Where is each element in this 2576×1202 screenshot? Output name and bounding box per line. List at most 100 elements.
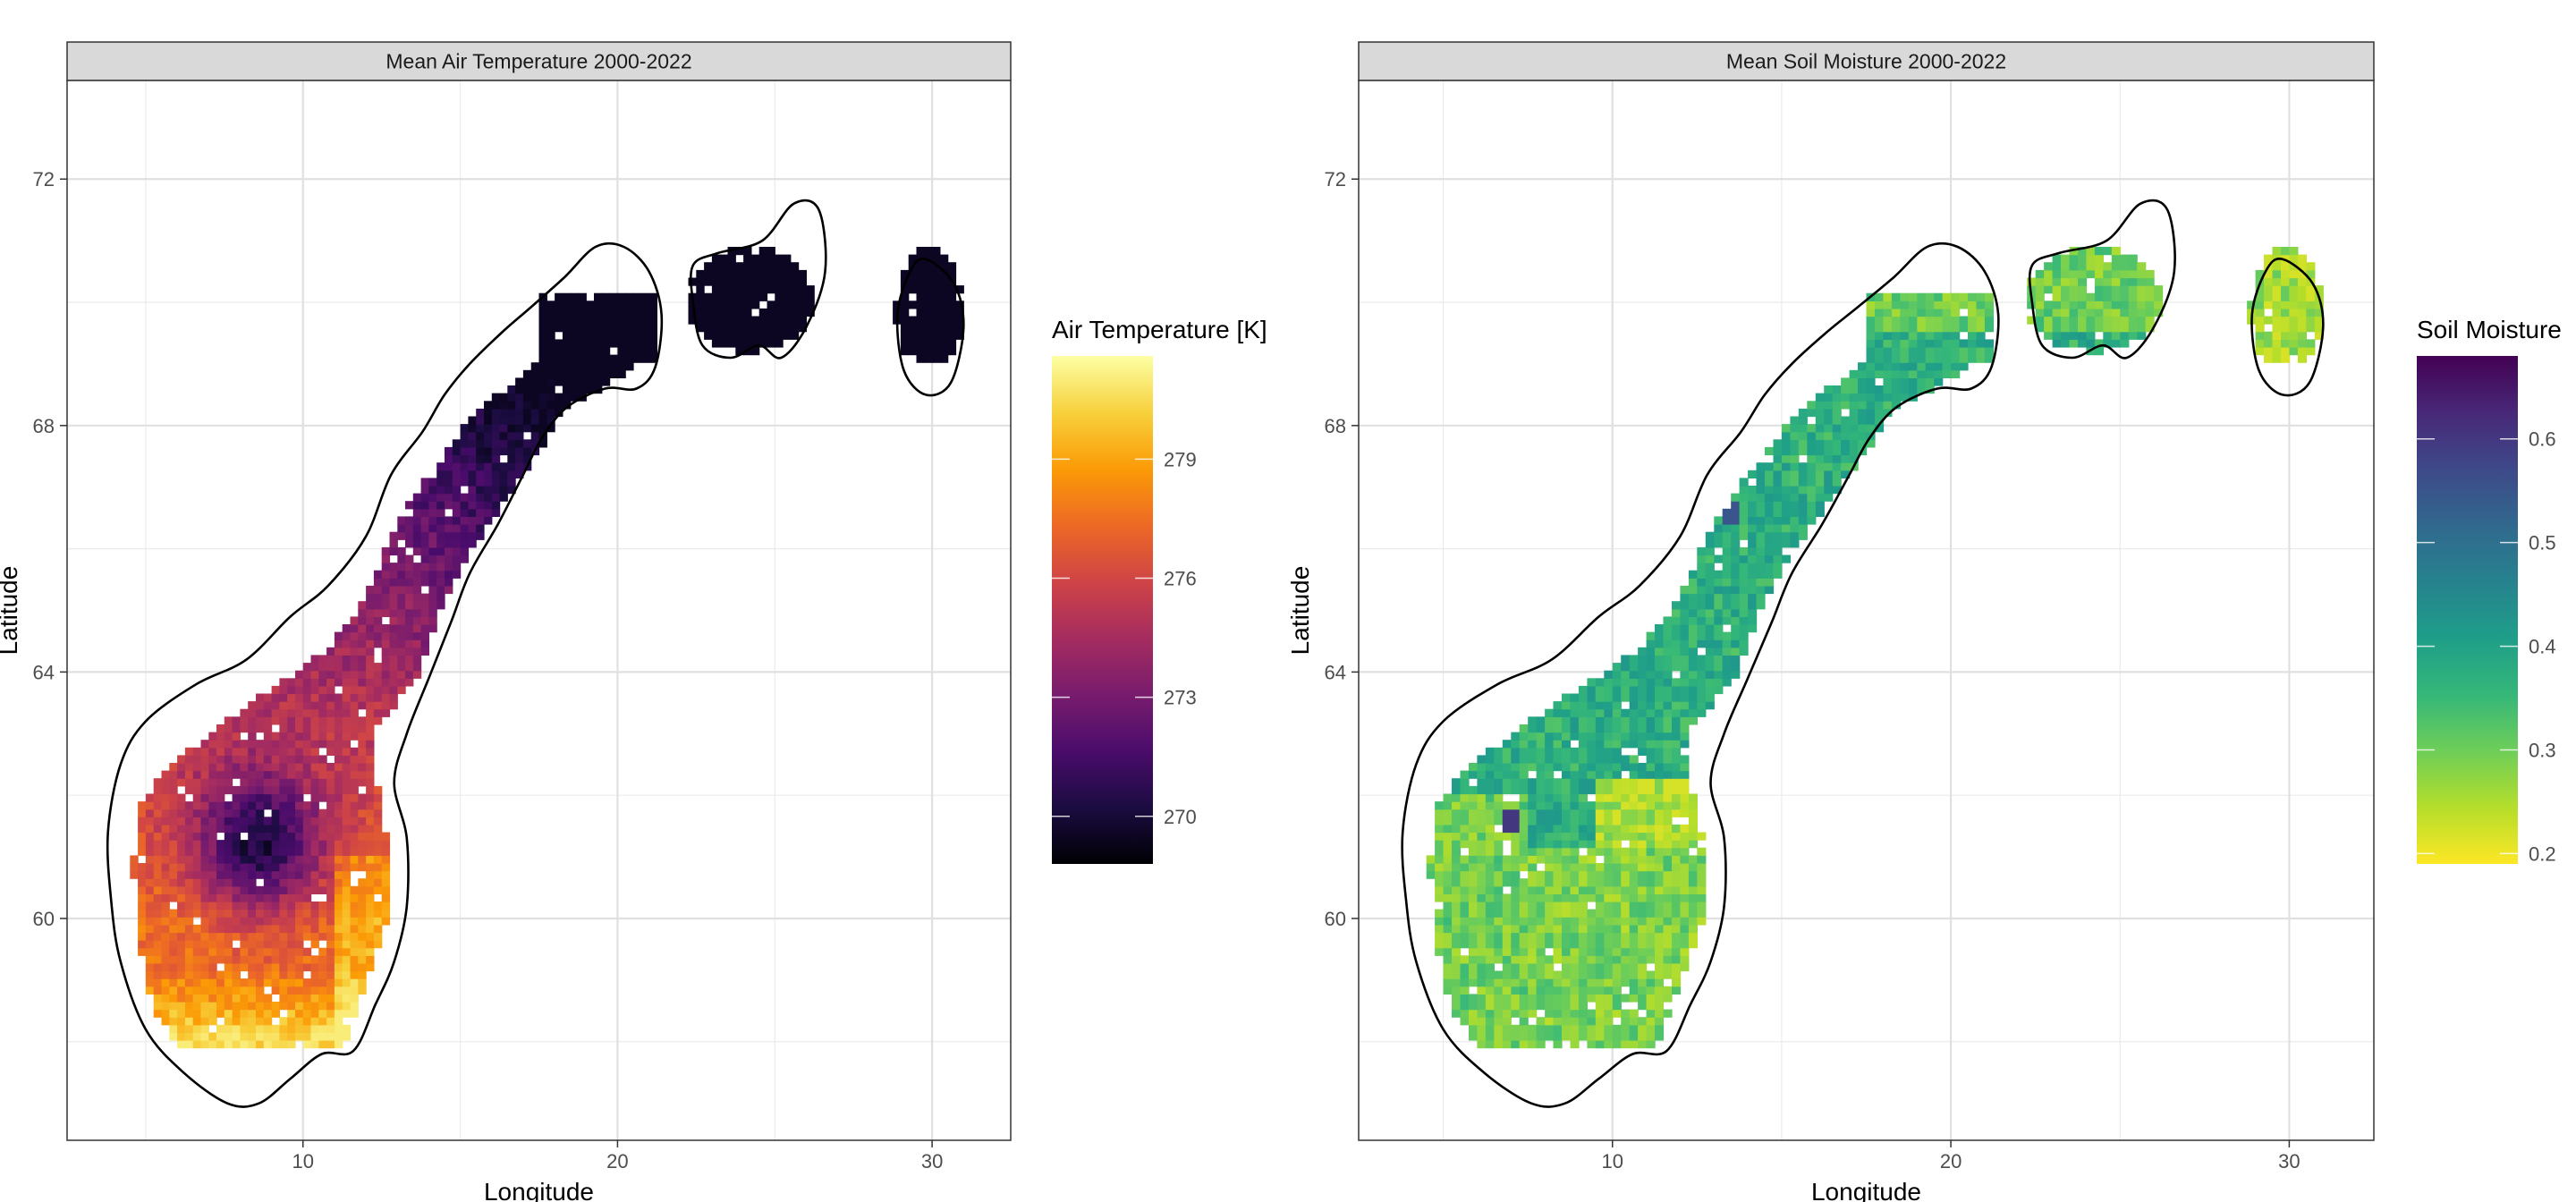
raster-cell: [334, 716, 343, 725]
raster-cell: [499, 416, 508, 425]
raster-cell: [735, 331, 744, 340]
raster-cell: [955, 324, 964, 333]
raster-cell: [192, 924, 202, 934]
raster-cell: [1494, 870, 1504, 879]
raster-cell: [1646, 955, 1656, 964]
raster-cell: [1781, 508, 1791, 517]
raster-cell: [2306, 308, 2316, 317]
y-tick-label: 72: [33, 168, 55, 190]
raster-cell: [295, 824, 304, 834]
raster-cell: [208, 1032, 217, 1041]
raster-cell: [318, 793, 327, 802]
raster-cell: [648, 339, 657, 348]
raster-cell: [350, 655, 359, 664]
raster-cell: [1655, 1017, 1665, 1026]
raster-cell: [153, 893, 163, 902]
raster-cell: [625, 292, 634, 301]
raster-cell: [224, 878, 233, 887]
raster-cell: [750, 347, 760, 356]
raster-cell: [783, 324, 792, 333]
raster-cell: [1714, 639, 1724, 648]
raster-cell: [1536, 808, 1546, 817]
raster-cell: [1604, 670, 1614, 679]
raster-cell: [530, 393, 540, 402]
raster-cell: [468, 493, 477, 502]
raster-cell: [1485, 817, 1495, 825]
raster-cell: [538, 316, 547, 325]
raster-cell: [256, 693, 265, 702]
raster-cell: [1553, 793, 1563, 802]
raster-cell: [1849, 454, 1859, 463]
raster-cell: [790, 324, 800, 333]
raster-cell: [1528, 732, 1538, 741]
raster-cell: [719, 262, 729, 271]
raster-cell: [1536, 724, 1546, 733]
raster-cell: [1578, 685, 1588, 695]
panel-strip: [1358, 41, 2375, 81]
raster-cell: [727, 292, 736, 301]
raster-cell: [1697, 608, 1707, 617]
raster-cell: [1731, 531, 1741, 540]
raster-cell: [1688, 655, 1698, 664]
raster-cell: [153, 885, 163, 894]
y-axis-label: Latitude: [0, 566, 22, 656]
x-tick-label: 20: [606, 1150, 628, 1172]
raster-cell: [184, 878, 194, 887]
raster-cell: [1832, 408, 1842, 418]
raster-cell: [2120, 324, 2130, 333]
raster-cell: [184, 1002, 194, 1011]
raster-cell: [648, 300, 657, 309]
raster-cell: [1722, 593, 1732, 602]
raster-cell: [279, 902, 288, 910]
raster-cell: [1511, 732, 1521, 741]
raster-cell: [366, 840, 375, 849]
raster-cell: [578, 347, 587, 356]
raster-cell: [1951, 308, 1961, 317]
raster-cell: [192, 978, 202, 987]
raster-cell: [1595, 785, 1605, 795]
raster-cell: [1832, 393, 1842, 402]
raster-cell: [1798, 524, 1808, 533]
raster-cell: [1722, 516, 1732, 525]
raster-cell: [326, 708, 335, 717]
raster-cell: [1875, 354, 1885, 363]
raster-cell: [1435, 832, 1445, 841]
raster-cell: [1891, 347, 1901, 356]
raster-cell: [758, 285, 768, 294]
raster-cell: [350, 616, 359, 625]
raster-cell: [1553, 778, 1563, 787]
raster-cell: [1587, 693, 1597, 702]
raster-cell: [1587, 732, 1597, 741]
raster-cell: [460, 454, 469, 463]
raster-cell: [767, 339, 775, 348]
raster-cell: [1672, 940, 1682, 949]
raster-cell: [397, 616, 406, 625]
raster-cell: [758, 308, 768, 317]
raster-cell: [1638, 693, 1648, 702]
raster-cell: [342, 878, 352, 887]
raster-cell: [412, 508, 422, 517]
raster-cell: [1494, 1032, 1504, 1041]
raster-cell: [1443, 924, 1453, 934]
raster-cell: [2314, 308, 2324, 317]
raster-cell: [648, 324, 657, 333]
raster-cell: [2264, 339, 2274, 348]
raster-cell: [310, 1017, 319, 1026]
raster-cell: [1663, 840, 1673, 849]
raster-cell: [735, 316, 744, 325]
raster-cell: [342, 955, 352, 964]
raster-cell: [334, 994, 343, 1003]
raster-cell: [1688, 578, 1698, 587]
raster-cell: [1553, 1017, 1563, 1026]
raster-cell: [1807, 493, 1817, 502]
raster-cell: [1562, 955, 1572, 964]
raster-cell: [484, 416, 493, 425]
raster-cell: [200, 1017, 209, 1026]
raster-cell: [350, 902, 359, 910]
raster-cell: [161, 878, 170, 887]
raster-cell: [208, 817, 217, 825]
raster-cell: [358, 685, 367, 695]
raster-cell: [342, 732, 352, 741]
raster-cell: [1655, 793, 1665, 802]
raster-cell: [318, 732, 327, 741]
